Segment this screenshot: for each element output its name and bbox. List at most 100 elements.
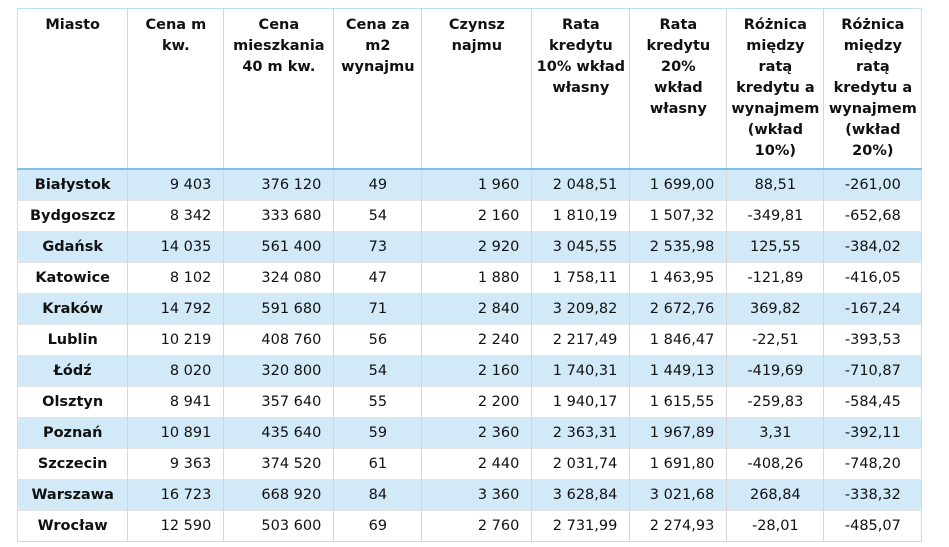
cell-value: 2 240 <box>421 323 532 355</box>
cell-value: 2 160 <box>421 354 532 386</box>
cell-value: 14 035 <box>127 230 224 262</box>
table-row: Bydgoszcz 8 342 333 680 54 2 160 1 810,19 1 50… <box>17 199 922 231</box>
city-name: Katowice <box>17 261 128 293</box>
cell-value: 14 792 <box>127 292 224 324</box>
cell-value: 1 846,47 <box>629 323 727 355</box>
cell-value: 88,51 <box>726 168 824 200</box>
cell-value: 1 967,89 <box>629 416 727 448</box>
cell-value: 54 <box>333 354 422 386</box>
data-table: Miasto Cena m kw. Cena mieszkania 40 m kw.… <box>17 8 923 542</box>
cell-value: 3 209,82 <box>531 292 630 324</box>
cell-value: 668 920 <box>223 478 334 510</box>
cell-value: 12 590 <box>127 509 224 541</box>
cell-value: 2 920 <box>421 230 532 262</box>
table-row: Białystok 9 403 376 120 49 1 960 2 048,51 1 69… <box>17 168 922 200</box>
cell-value: 1 449,13 <box>629 354 727 386</box>
cell-value: 2 731,99 <box>531 509 630 541</box>
cell-value: 54 <box>333 199 422 231</box>
column-header: Cena mieszkania 40 m kw. <box>223 8 334 170</box>
cell-value: 3 360 <box>421 478 532 510</box>
column-header: Różnica między ratą kredytu a wynajmem (… <box>726 8 824 170</box>
cell-value: 8 941 <box>127 385 224 417</box>
cell-value: 3 021,68 <box>629 478 727 510</box>
cell-value: -349,81 <box>726 199 824 231</box>
cell-value: 1 758,11 <box>531 261 630 293</box>
table-row: Warszawa 16 723 668 920 84 3 360 3 628,84 3 02… <box>17 478 922 510</box>
cell-value: 9 363 <box>127 447 224 479</box>
cell-value: 376 120 <box>223 168 334 200</box>
cell-value: 84 <box>333 478 422 510</box>
cell-value: 2 440 <box>421 447 532 479</box>
cell-value: 1 880 <box>421 261 532 293</box>
cell-value: 125,55 <box>726 230 824 262</box>
cell-value: -392,11 <box>823 416 922 448</box>
cell-value: 8 342 <box>127 199 224 231</box>
city-name: Olsztyn <box>17 385 128 417</box>
cell-value: 3,31 <box>726 416 824 448</box>
city-name: Poznań <box>17 416 128 448</box>
table-row: Katowice 8 102 324 080 47 1 880 1 758,11 1 463… <box>17 261 922 293</box>
cell-value: 1 615,55 <box>629 385 727 417</box>
cell-value: -338,32 <box>823 478 922 510</box>
cell-value: -584,45 <box>823 385 922 417</box>
cell-value: -408,26 <box>726 447 824 479</box>
cell-value: -121,89 <box>726 261 824 293</box>
cell-value: 1 691,80 <box>629 447 727 479</box>
cell-value: 8 102 <box>127 261 224 293</box>
cell-value: 369,82 <box>726 292 824 324</box>
cell-value: 2 200 <box>421 385 532 417</box>
cell-value: 61 <box>333 447 422 479</box>
cell-value: 324 080 <box>223 261 334 293</box>
cell-value: 8 020 <box>127 354 224 386</box>
cell-value: 1 940,17 <box>531 385 630 417</box>
cell-value: -748,20 <box>823 447 922 479</box>
cell-value: -485,07 <box>823 509 922 541</box>
column-header: Czynsz najmu <box>421 8 532 170</box>
cell-value: -384,02 <box>823 230 922 262</box>
cell-value: 49 <box>333 168 422 200</box>
city-name: Łódź <box>17 354 128 386</box>
cell-value: 1 699,00 <box>629 168 727 200</box>
city-name: Białystok <box>17 168 128 200</box>
table-row: Wrocław 12 590 503 600 69 2 760 2 731,99 2 274… <box>17 509 922 541</box>
cell-value: 2 535,98 <box>629 230 727 262</box>
cell-value: -419,69 <box>726 354 824 386</box>
cell-value: 333 680 <box>223 199 334 231</box>
cell-value: 591 680 <box>223 292 334 324</box>
cell-value: 2 217,49 <box>531 323 630 355</box>
cell-value: 2 360 <box>421 416 532 448</box>
cell-value: 1 960 <box>421 168 532 200</box>
table-row: Olsztyn 8 941 357 640 55 2 200 1 940,17 1 615,… <box>17 385 922 417</box>
table-row: Kraków 14 792 591 680 71 2 840 3 209,82 2 672,… <box>17 292 922 324</box>
city-name: Wrocław <box>17 509 128 541</box>
city-name: Kraków <box>17 292 128 324</box>
cell-value: 2 363,31 <box>531 416 630 448</box>
city-name: Lublin <box>17 323 128 355</box>
cell-value: 408 760 <box>223 323 334 355</box>
cell-value: 2 160 <box>421 199 532 231</box>
cell-value: 16 723 <box>127 478 224 510</box>
cell-value: 1 740,31 <box>531 354 630 386</box>
cell-value: -652,68 <box>823 199 922 231</box>
table-row: Gdańsk 14 035 561 400 73 2 920 3 045,55 2 535,… <box>17 230 922 262</box>
column-header: Rata kredytu 20% wkład własny <box>629 8 727 170</box>
city-name: Szczecin <box>17 447 128 479</box>
cell-value: 357 640 <box>223 385 334 417</box>
cell-value: -393,53 <box>823 323 922 355</box>
cell-value: -167,24 <box>823 292 922 324</box>
cell-value: 2 672,76 <box>629 292 727 324</box>
column-header: Cena m kw. <box>127 8 224 170</box>
cell-value: 56 <box>333 323 422 355</box>
cell-value: 2 840 <box>421 292 532 324</box>
cell-value: 47 <box>333 261 422 293</box>
cell-value: -416,05 <box>823 261 922 293</box>
column-header: Miasto <box>17 8 128 170</box>
city-name: Warszawa <box>17 478 128 510</box>
cell-value: 69 <box>333 509 422 541</box>
cell-value: 3 045,55 <box>531 230 630 262</box>
cell-value: -22,51 <box>726 323 824 355</box>
column-header: Różnica między ratą kredytu a wynajmem (… <box>823 8 922 170</box>
cell-value: 1 810,19 <box>531 199 630 231</box>
table-row: Poznań 10 891 435 640 59 2 360 2 363,31 1 967,… <box>17 416 922 448</box>
